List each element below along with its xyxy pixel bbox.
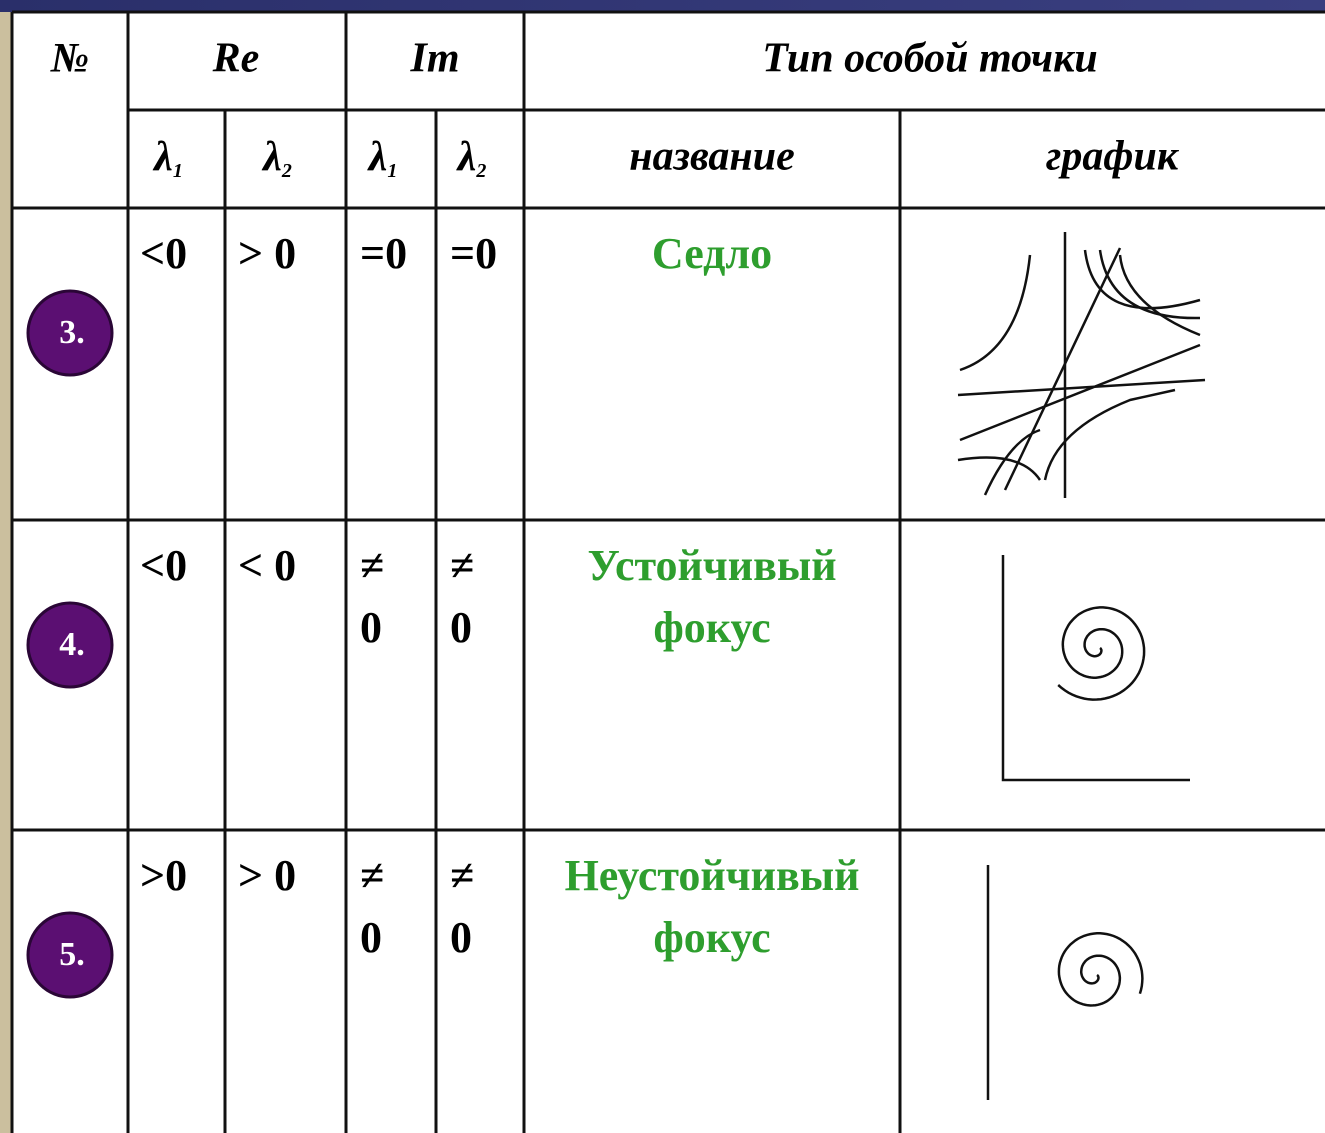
- point-type-name: Устойчивый: [587, 541, 836, 590]
- cell-value: ≠: [360, 851, 384, 900]
- lambda-header: λ2: [261, 134, 292, 182]
- header-re: Re: [212, 36, 260, 82]
- row-badge: [26, 289, 114, 377]
- point-type-name: Седло: [652, 229, 772, 278]
- saddle-graph: [957, 232, 1206, 498]
- header-name: название: [629, 134, 795, 180]
- lambda-header: λ1: [152, 134, 183, 182]
- row-number: 5.: [59, 936, 85, 973]
- row-badge: [26, 601, 114, 689]
- cell-value: > 0: [238, 229, 296, 278]
- cell-value: < 0: [238, 541, 296, 590]
- lambda-symbol: λ: [261, 134, 282, 180]
- lambda-symbol: λ: [367, 134, 388, 180]
- cell-value: =0: [360, 229, 407, 278]
- cell-value: =0: [450, 229, 497, 278]
- cell-value: ≠: [450, 851, 474, 900]
- point-type-name: Неустойчивый: [565, 851, 860, 900]
- point-type-name: фокус: [653, 913, 770, 962]
- header-number: №: [50, 36, 89, 82]
- lambda-index: 2: [475, 160, 486, 182]
- cell-value: ≠: [450, 541, 474, 590]
- lambda-index: 2: [281, 160, 292, 182]
- row-badge: [26, 911, 114, 999]
- stable-focus-graph: [1001, 555, 1190, 782]
- cell-value: <0: [140, 541, 187, 590]
- lambda-index: 1: [387, 160, 397, 182]
- top-bar: [0, 0, 1325, 12]
- lambda-header: λ1: [367, 134, 398, 182]
- header-graph: график: [1046, 134, 1180, 180]
- header-type: Тип особой точки: [762, 36, 1097, 82]
- cell-value: 0: [450, 603, 472, 652]
- lambda-symbol: λ: [152, 134, 173, 180]
- point-type-name: фокус: [653, 603, 770, 652]
- graphs: [957, 232, 1206, 1100]
- left-strip: [0, 0, 12, 1133]
- cell-value: >0: [140, 851, 187, 900]
- row-number: 4.: [59, 626, 85, 663]
- lambda-index: 1: [173, 160, 183, 182]
- cell-value: > 0: [238, 851, 296, 900]
- cell-value: 0: [360, 603, 382, 652]
- unstable-focus-graph: [986, 865, 1144, 1100]
- cell-value: 0: [450, 913, 472, 962]
- cell-value: 0: [360, 913, 382, 962]
- lambda-symbol: λ: [456, 134, 477, 180]
- cell-value: ≠: [360, 541, 384, 590]
- lambda-header: λ2: [456, 134, 487, 182]
- cell-value: <0: [140, 229, 187, 278]
- header-im: Im: [409, 36, 459, 82]
- row-number: 3.: [59, 314, 85, 351]
